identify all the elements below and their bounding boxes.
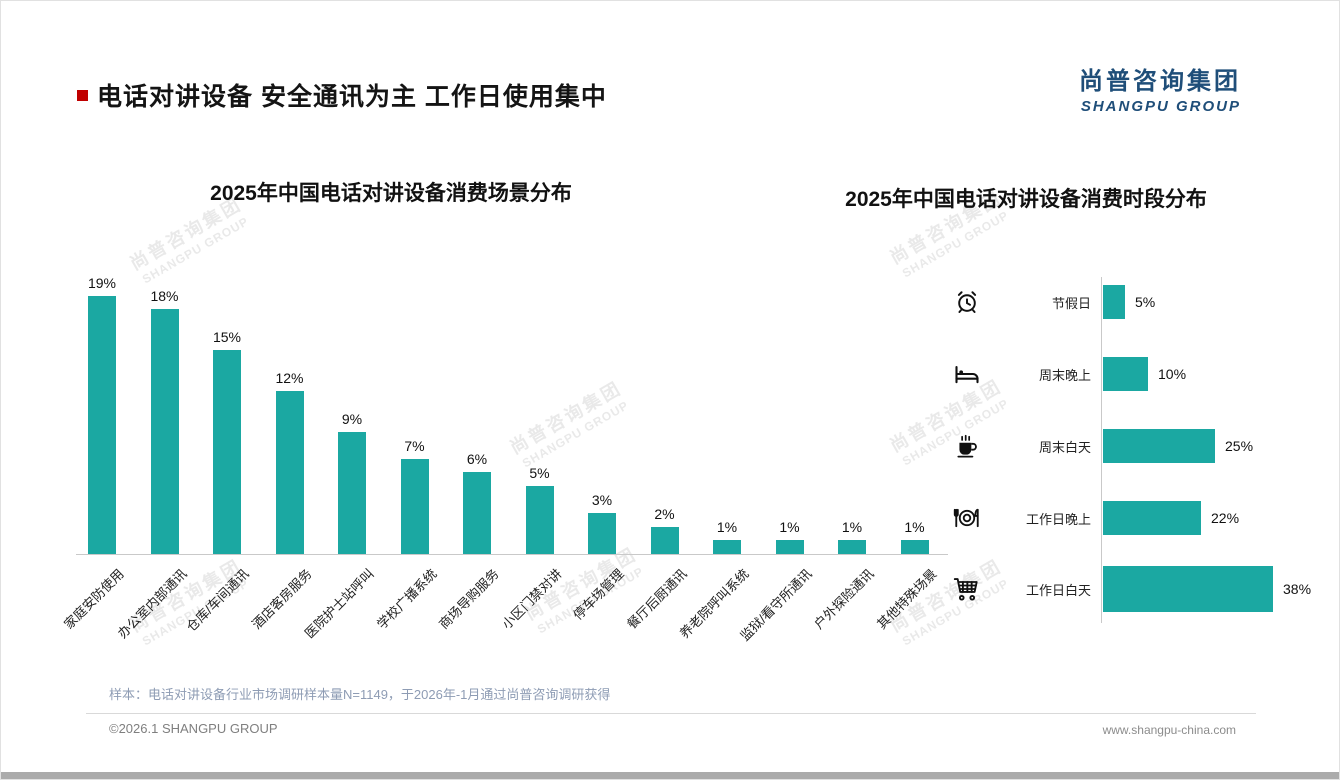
sample-note: 样本：电话对讲设备行业市场调研样本量N=1149，于2026年-1月通过尚普咨询… (109, 687, 611, 702)
bar-value-label: 15% (212, 329, 242, 345)
bar (1103, 357, 1148, 391)
title-bullet (77, 89, 88, 101)
bar-category-label: 其他特殊场景 (873, 566, 940, 632)
bar-value-label: 1% (779, 519, 800, 535)
header: 电话对讲设备 安全通讯为主 工作日使用集中 (77, 77, 607, 113)
bed-icon (951, 359, 983, 389)
bar-value-label: 9% (341, 411, 363, 427)
bar-category-label: 工作日白天 (1025, 583, 1091, 598)
bar-value-label: 1% (841, 519, 863, 535)
bar-category-label: 周末晚上 (1038, 368, 1091, 383)
bar (588, 513, 616, 554)
bar-category-label: 停车场管理 (570, 566, 627, 623)
bar-category-label: 户外探险通讯 (810, 566, 877, 632)
bar-value-label: 1% (716, 519, 738, 535)
bar (900, 540, 929, 554)
page-title: 电话对讲设备 安全通讯为主 工作日使用集中 (97, 83, 607, 111)
bar-value-label: 5% (529, 465, 550, 481)
alarm-clock-icon (951, 287, 983, 317)
bar-value-label: 7% (404, 438, 425, 454)
time-distribution-chart: 5% 10% 25% 22% 38% (1101, 277, 1322, 623)
bar-category-label: 餐厅后厨通讯 (623, 566, 690, 632)
bar-category-label: 商场导购服务 (435, 566, 502, 632)
bar-category-label: 小区门禁对讲 (498, 566, 565, 632)
scene-chart-title: 2025年中国电话对讲设备消费场景分布 (210, 182, 572, 205)
bar-value-label: 1% (904, 519, 925, 535)
bar-value-label: 38% (1283, 581, 1312, 597)
bar-category-label: 工作日晚上 (1025, 512, 1091, 527)
bottom-strip (1, 772, 1339, 779)
bar-value-label: 19% (87, 275, 117, 291)
bar-value-label: 22% (1211, 510, 1240, 526)
bar-category-label: 周末白天 (1038, 440, 1091, 455)
bar (213, 350, 241, 554)
bar-category-label: 医院护士站呼叫 (301, 566, 377, 642)
bar-value-label: 10% (1158, 366, 1187, 382)
bar-category-label: 养老院呼叫系统 (676, 566, 752, 642)
copyright-text: ©2026.1 SHANGPU GROUP (109, 721, 278, 736)
bar (338, 432, 366, 554)
bar-value-label: 2% (654, 506, 675, 522)
bar-value-label: 5% (1135, 294, 1156, 310)
footer-divider (86, 713, 1256, 714)
bar (88, 296, 116, 554)
bar (1103, 429, 1215, 463)
bar (150, 309, 179, 554)
bar (1103, 566, 1273, 612)
bar (838, 540, 866, 554)
bar (713, 540, 741, 554)
bar-value-label: 6% (466, 451, 488, 467)
bar-category-label: 办公室内部通讯 (114, 566, 190, 642)
bar-value-label: 25% (1225, 438, 1254, 454)
bar-value-label: 12% (275, 370, 304, 386)
coffee-icon (951, 431, 983, 461)
bar (400, 459, 429, 554)
logo-chinese-text: 尚普咨询集团 (1079, 68, 1241, 95)
bar-category-label: 仓库/车间通讯 (183, 566, 252, 635)
bar-category-label: 学校广播系统 (373, 566, 440, 632)
bar-category-label: 节假日 (1051, 296, 1091, 311)
bar (463, 472, 491, 554)
bar-value-label: 18% (150, 288, 179, 304)
bar (775, 540, 804, 554)
bar-category-label: 家庭安防使用 (60, 566, 127, 632)
bar (650, 527, 679, 554)
scene-distribution-chart: 19% 家庭安防使用 18% 办公室内部通讯 15% 仓库/车间通讯 12% 酒店客房服务 9%… (61, 261, 948, 644)
dining-icon (951, 503, 983, 533)
bar (1103, 501, 1201, 535)
website-text: www.shangpu-china.com (1102, 723, 1236, 737)
shopping-cart-icon (951, 574, 983, 604)
bar (275, 391, 304, 554)
company-logo: 尚普咨询集团 SHANGPU GROUP (1079, 61, 1241, 115)
bar-category-label: 酒店客房服务 (248, 566, 315, 632)
logo-english-text: SHANGPU GROUP (1080, 98, 1241, 115)
bar-category-label: 监狱/看守所通讯 (736, 566, 815, 644)
time-chart-title: 2025年中国电话对讲设备消费时段分布 (845, 188, 1207, 211)
bar (525, 486, 554, 554)
bar (1103, 285, 1125, 319)
bar-value-label: 3% (591, 492, 613, 508)
